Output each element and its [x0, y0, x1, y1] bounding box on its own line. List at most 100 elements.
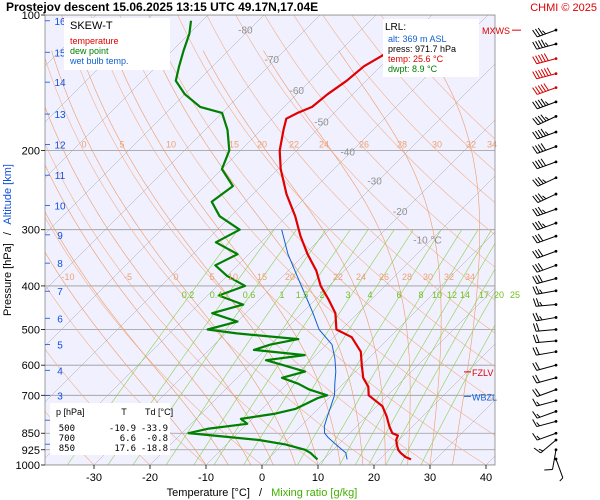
- moist-adiabat: [113, 50, 341, 465]
- theta-label-200: 34: [487, 139, 497, 149]
- wind-barb-feather: [535, 334, 540, 343]
- level-table-bg: [50, 403, 170, 455]
- theta-label-400: -10: [61, 272, 74, 282]
- wind-barb-shaft: [536, 400, 557, 407]
- moist-adiabat: [428, 50, 481, 465]
- wind-barb-feather: [535, 362, 541, 370]
- wind-barb-feather: [543, 68, 549, 76]
- theta-label-200: 0: [81, 139, 86, 149]
- pressure-tick-label: 700: [22, 390, 40, 402]
- wind-barb-feather: [532, 56, 538, 65]
- wind-barb-shaft: [537, 222, 557, 231]
- wind-barb-feather: [532, 398, 538, 407]
- wind-barb-dot: [554, 388, 558, 392]
- theta-label-200: 15: [229, 139, 239, 149]
- pressure-tick-label: 850: [22, 428, 40, 440]
- wind-barb-feather: [534, 86, 541, 94]
- wind-barb-feather: [535, 285, 540, 294]
- wind-barb-dot: [554, 363, 558, 367]
- table-row-500-p: 500: [59, 424, 75, 434]
- table-header-td: Td [°C]: [145, 407, 173, 417]
- altitude-tick-label: 15: [54, 48, 66, 59]
- wind-barb: [532, 192, 558, 203]
- wind-barb-feather: [537, 129, 544, 138]
- wind-barb-shaft: [537, 410, 557, 419]
- wind-barb-feather: [537, 193, 544, 201]
- wind-barb-feather: [539, 289, 543, 294]
- wind-barb-dot: [554, 316, 558, 319]
- theta-label-400: -5: [124, 272, 132, 282]
- temperature-tick-label: -20: [142, 472, 158, 484]
- wind-barb-feather: [532, 179, 539, 187]
- info-box-bg: [383, 19, 479, 77]
- isotherm: [45, 15, 489, 459]
- wind-barb-feather: [537, 248, 544, 257]
- wind-barb-feather: [536, 422, 540, 427]
- wind-barb-dot: [554, 376, 558, 380]
- wind-barb-feather: [535, 298, 540, 307]
- wind-barb-feather: [535, 55, 541, 64]
- wind-barb-dot: [554, 114, 558, 118]
- wind-barb-feather: [534, 388, 541, 396]
- wind-barb-feather: [540, 69, 546, 77]
- wind-barb-feather: [537, 27, 544, 36]
- temperature-tick-label: -30: [86, 472, 102, 484]
- wbzl-label: WBZL: [472, 392, 497, 402]
- wind-barb-shaft: [536, 73, 557, 80]
- table-row-700-td: -0.8: [146, 434, 168, 444]
- wind-barb: [554, 457, 564, 482]
- isotherm: [373, 343, 495, 465]
- fzlv-label: FZLV: [472, 368, 493, 378]
- plot-frame: [44, 14, 496, 466]
- wind-barb-feather: [540, 128, 547, 137]
- isotherm: [149, 119, 495, 465]
- x-axis-label-mixing-ratio: Mixing ratio [g/kg]: [271, 487, 357, 499]
- y-axis-label-pressure: Pressure [hPa]: [2, 243, 14, 316]
- wind-barb-feather: [532, 313, 537, 322]
- wind-barb: [532, 323, 558, 332]
- wind-barb-shaft: [536, 277, 557, 285]
- wind-barb-feather: [543, 53, 549, 61]
- moist-adiabat: [153, 50, 364, 465]
- wind-barb: [532, 274, 558, 285]
- wind-barb-feather: [540, 114, 547, 122]
- wind-barb-shaft: [555, 458, 564, 479]
- wind-barb-feather: [540, 39, 546, 48]
- wind-barb-feather: [535, 346, 540, 355]
- wind-barb: [532, 409, 558, 419]
- legend-item-wet-bulb: wet bulb temp.: [69, 56, 129, 66]
- wind-barb: [532, 362, 558, 371]
- wind-barb-feather: [539, 301, 543, 307]
- info-altitude: alt: 369 m ASL: [388, 34, 447, 44]
- wind-barb-feather: [537, 85, 544, 93]
- isotherm-label: -20: [393, 207, 408, 218]
- table-row-850-td: -18.8: [141, 444, 168, 454]
- wind-barb-feather: [540, 54, 546, 62]
- wind-barb-feather: [532, 208, 538, 217]
- dry-adiabat: [45, 142, 319, 465]
- wind-barb-feather: [532, 265, 538, 273]
- wind-barb: [544, 448, 558, 471]
- wind-barb-feather: [543, 83, 549, 91]
- wind-barb-dot: [554, 431, 558, 435]
- wind-barb-feather: [532, 347, 537, 356]
- info-temperature: temp: 25.6 °C: [388, 54, 444, 64]
- pressure-tick-label: 500: [22, 325, 40, 337]
- wind-barb-shaft: [540, 439, 557, 454]
- wind-barb-feather: [532, 375, 538, 384]
- moist-adiabat: [338, 50, 442, 465]
- pressure-tick-label: 925: [22, 445, 40, 457]
- wind-barb-feather: [540, 158, 547, 166]
- theta-label-200: 28: [397, 139, 407, 149]
- wind-barb-feather: [544, 131, 549, 136]
- wind-barb-dot: [554, 277, 558, 280]
- moist-adiabat: [51, 50, 296, 465]
- theta-label-400: 10: [228, 272, 238, 282]
- wind-barb-feather: [532, 298, 537, 307]
- isotherm: [45, 15, 153, 123]
- wind-barb: [532, 248, 558, 259]
- mixing-ratio-line: [420, 324, 495, 465]
- isotherm: [45, 15, 265, 235]
- legend-title: SKEW-T: [70, 20, 113, 32]
- wind-barb: [532, 39, 558, 50]
